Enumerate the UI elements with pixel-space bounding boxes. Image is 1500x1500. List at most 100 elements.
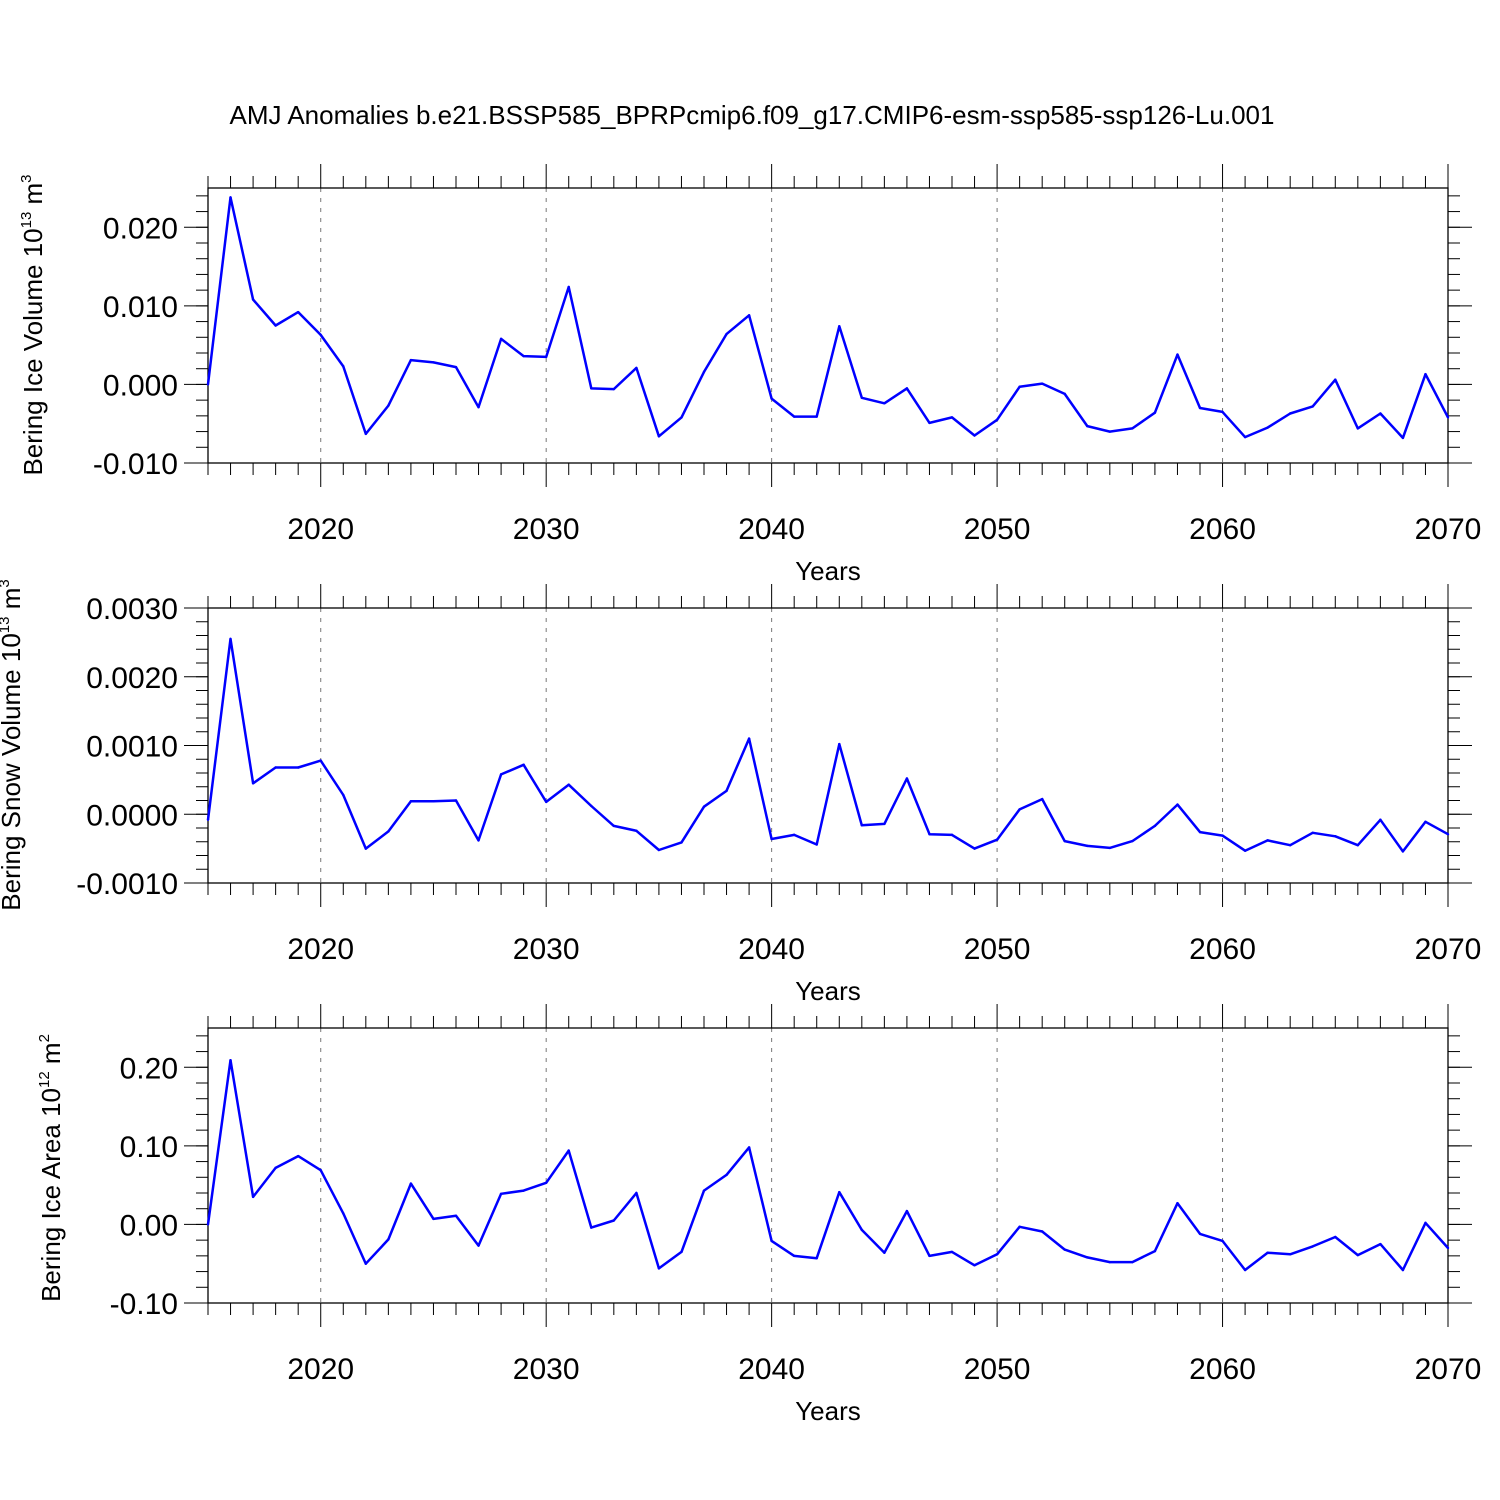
data-point-2049	[973, 434, 976, 437]
x-axis-title: Years	[795, 1396, 861, 1426]
data-point-2050	[995, 1253, 999, 1256]
data-point-2022	[364, 847, 368, 850]
data-point-2038	[725, 789, 728, 793]
y-axis-title-text: Bering Ice Area 10	[36, 1088, 66, 1302]
series-line	[206, 1058, 1449, 1272]
data-point-2025	[432, 799, 435, 803]
plot-frame	[207, 1027, 1449, 1304]
data-point-2023	[387, 1238, 390, 1241]
data-point-2019	[296, 766, 300, 769]
data-point-2035	[657, 1267, 661, 1270]
data-point-2042	[815, 843, 818, 846]
data-point-2022	[364, 1262, 368, 1265]
y-axis-title-unit: m	[36, 1042, 66, 1071]
y-tick-label: 0.010	[103, 291, 178, 324]
data-point-2027	[477, 1244, 480, 1247]
data-point-2027	[477, 839, 480, 842]
data-point-2060	[1221, 834, 1224, 837]
plot-frame	[207, 187, 1449, 464]
data-point-2062	[1266, 1251, 1269, 1254]
x-axis-title: Years	[795, 976, 861, 1006]
data-point-2028	[499, 1192, 503, 1195]
data-point-2017	[251, 298, 255, 301]
y-axis-title-unit-exponent: 2	[36, 1034, 53, 1042]
data-point-2049	[973, 1264, 976, 1267]
data-point-2029	[522, 1189, 525, 1192]
data-point-2067	[1379, 1242, 1382, 1246]
x-tick-label: 2030	[513, 933, 580, 966]
y-tick-label: 0.20	[120, 1052, 178, 1085]
data-point-2023	[387, 830, 390, 833]
data-point-2060	[1221, 410, 1224, 414]
data-point-2032	[590, 1226, 593, 1229]
y-tick-label: 0.020	[103, 212, 178, 245]
data-point-2056	[1131, 1260, 1134, 1264]
data-point-2040	[770, 1239, 773, 1243]
data-point-2015	[206, 1223, 210, 1226]
y-tick-label: 0.00	[120, 1209, 178, 1242]
data-point-2040	[770, 397, 773, 400]
x-tick-label: 2050	[964, 933, 1031, 966]
data-point-2043	[838, 325, 841, 328]
data-point-2049	[973, 847, 976, 850]
x-tick-label: 2060	[1189, 933, 1256, 966]
data-point-2035	[657, 435, 661, 438]
data-point-2051	[1018, 808, 1021, 811]
data-point-2063	[1288, 843, 1292, 847]
data-point-2020	[319, 333, 322, 337]
data-point-2029	[522, 354, 525, 358]
data-point-2045	[883, 1251, 886, 1254]
data-point-2054	[1086, 424, 1089, 428]
panel-ice-volume: -0.010 0.000 0.010 0.020 2020 2030 2040 2050 206…	[18, 164, 1481, 586]
data-point-2065	[1334, 378, 1337, 381]
data-point-2021	[342, 1212, 345, 1215]
data-point-2068	[1401, 436, 1405, 440]
data-point-2069	[1424, 820, 1427, 824]
data-point-2062	[1266, 839, 1269, 842]
data-point-2018	[274, 766, 277, 769]
y-axis-title-exponent: 13	[18, 212, 35, 229]
data-point-2046	[905, 1209, 909, 1213]
data-point-2041	[792, 415, 796, 418]
data-point-2056	[1131, 427, 1134, 430]
data-point-2016	[229, 637, 232, 641]
data-point-2038	[725, 332, 728, 336]
data-point-2022	[364, 432, 368, 436]
data-point-2047	[928, 1254, 931, 1258]
data-point-2044	[860, 824, 864, 827]
y-tick-label: 0.0030	[86, 593, 178, 626]
data-point-2032	[590, 387, 593, 390]
y-axis-title-exponent: 12	[36, 1071, 53, 1088]
data-point-2026	[454, 799, 458, 802]
data-point-2048	[950, 1250, 954, 1254]
data-point-2033	[612, 1219, 616, 1222]
data-point-2028	[499, 773, 503, 776]
data-point-2039	[747, 314, 751, 317]
data-point-2021	[342, 793, 345, 797]
data-point-2050	[995, 838, 999, 841]
data-point-2066	[1356, 1253, 1360, 1257]
data-point-2023	[387, 404, 390, 407]
data-point-2067	[1379, 412, 1382, 415]
x-tick-label: 2070	[1415, 1353, 1482, 1386]
data-point-2036	[680, 416, 683, 419]
data-point-2029	[522, 763, 525, 766]
x-tick-label: 2040	[738, 1353, 805, 1386]
data-point-2059	[1198, 406, 1202, 410]
y-axis-title-unit-exponent: 3	[18, 174, 35, 182]
data-point-2054	[1086, 1256, 1089, 1259]
data-point-2059	[1198, 1232, 1202, 1236]
data-point-2066	[1356, 427, 1360, 430]
data-point-2031	[567, 285, 570, 289]
data-point-2053	[1063, 839, 1066, 843]
data-point-2064	[1311, 405, 1314, 408]
data-point-2048	[950, 833, 954, 837]
data-point-2066	[1356, 843, 1360, 847]
data-point-2016	[229, 1059, 232, 1062]
data-point-2051	[1018, 1225, 1021, 1228]
data-point-2064	[1311, 1245, 1314, 1248]
x-tick-label: 2030	[513, 513, 580, 546]
data-point-2026	[454, 365, 458, 369]
y-axis-title-text: Bering Snow Volume 10	[0, 633, 26, 911]
y-axis-title-unit-exponent: 3	[0, 579, 13, 587]
